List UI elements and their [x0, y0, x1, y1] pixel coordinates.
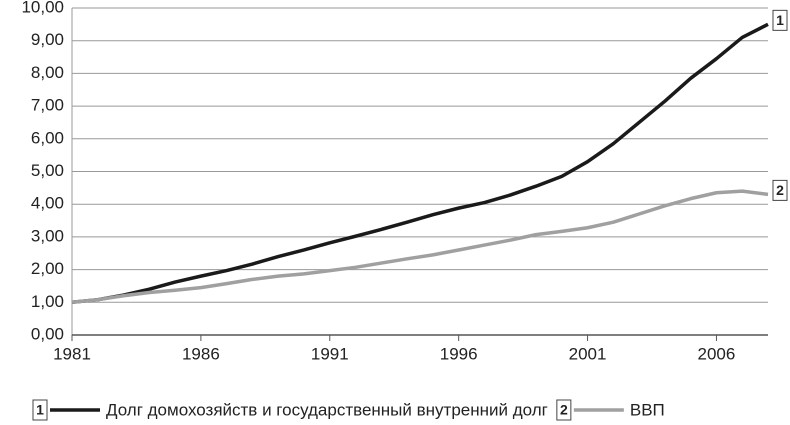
series-marker-box — [772, 179, 788, 201]
y-tick-label: 4,00 — [31, 194, 64, 213]
y-tick-label: 9,00 — [31, 30, 64, 49]
line — [71, 22, 769, 305]
x-tick-label: 1981 — [53, 344, 91, 363]
y-tick-label: 2,00 — [31, 259, 64, 278]
x-tick-label: 1991 — [311, 344, 349, 363]
y-tick-label: 8,00 — [31, 63, 64, 82]
x-tick-label: 2001 — [569, 344, 607, 363]
y-tick-label: 3,00 — [31, 226, 64, 245]
y-tick-label: 1,00 — [31, 292, 64, 311]
y-tick-label: 5,00 — [31, 161, 64, 180]
y-tick-label: 0,00 — [31, 324, 64, 343]
y-tick-label: 6,00 — [31, 128, 64, 147]
line — [71, 189, 769, 305]
legend-label: ВВП — [630, 400, 665, 419]
legend-label: Долг домохозяйств и государственный внут… — [106, 400, 548, 419]
y-tick-label: 10,00 — [21, 0, 64, 16]
y-tick-label: 7,00 — [31, 96, 64, 115]
x-tick-label: 1996 — [440, 344, 478, 363]
x-tick-label: 2006 — [698, 344, 736, 363]
series-marker: 2 — [776, 182, 784, 198]
series-marker: 2 — [560, 402, 568, 418]
series-marker-box — [772, 9, 788, 31]
series-marker-box — [32, 399, 48, 421]
series-marker: 1 — [776, 12, 784, 28]
series-marker: 1 — [36, 402, 44, 418]
series-marker-box — [556, 399, 572, 421]
x-tick-label: 1986 — [182, 344, 220, 363]
